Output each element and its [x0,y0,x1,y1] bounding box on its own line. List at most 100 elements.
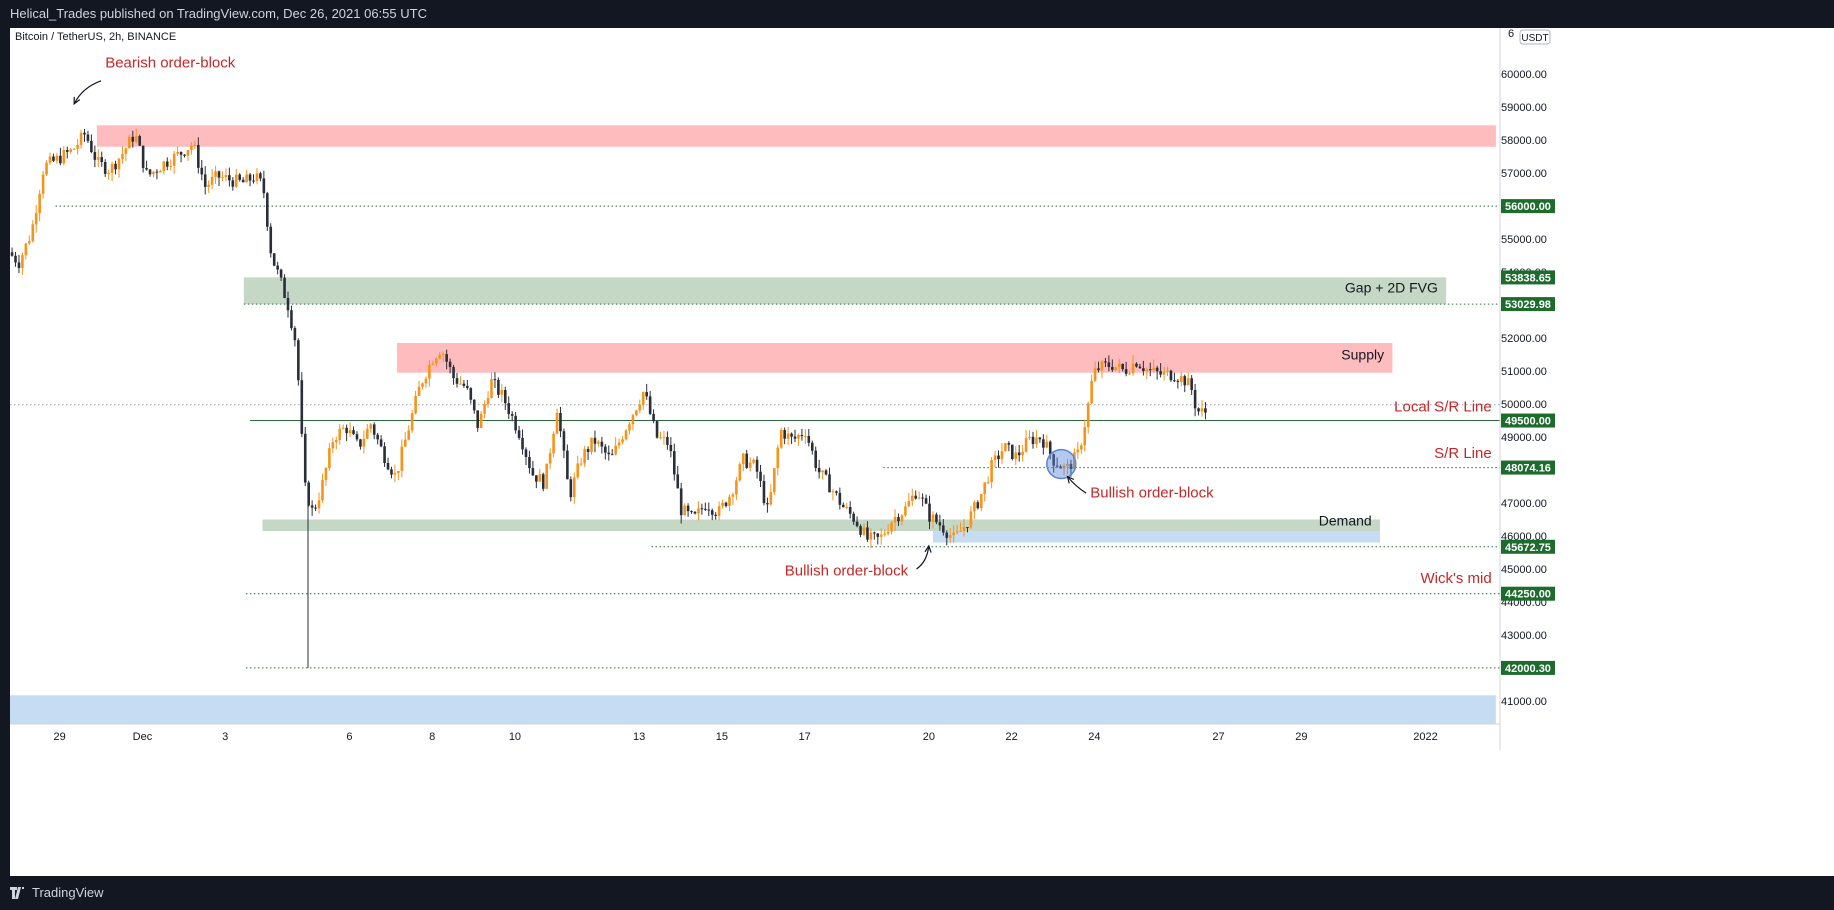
price-marker-label: 53029.98 [1505,299,1551,311]
candle [255,168,259,185]
candle [141,145,145,173]
candle [65,146,69,159]
candle [1138,363,1142,369]
candle-body [1042,439,1045,448]
candle [773,467,776,496]
candle [72,148,76,150]
candle-body [669,444,673,452]
candle-body [69,149,73,152]
candle [659,431,662,440]
candle-body [731,494,735,497]
candle-body [586,449,590,453]
candle [1173,372,1176,383]
candle-body [645,392,648,397]
price-marker-label: 44250.00 [1505,589,1551,601]
chart-svg[interactable]: Bearish order-block Gap + 2D FVG Supply Loc… [10,28,1834,876]
candle-body [752,459,755,463]
candle-body [403,439,407,447]
candle [448,358,452,374]
candle [96,149,100,168]
candle [914,490,918,500]
candle [838,487,842,510]
candle [693,510,697,515]
candle-body [1162,371,1166,375]
tradingview-brand-text[interactable]: TradingView [32,885,104,900]
candle [762,474,766,506]
candle-body [679,488,683,516]
candle [241,177,245,183]
candle-body [379,439,383,447]
candle-body [841,504,845,508]
candle-body [648,396,652,414]
candle-body [555,412,559,434]
candle [1131,355,1135,376]
candle [303,426,307,487]
candle [814,446,818,472]
currency-badge[interactable]: USDT [1519,29,1551,45]
candle-body [207,184,210,187]
price-tick-label: 59000.00 [1501,102,1547,114]
candle-body [893,517,897,523]
candle [200,159,204,181]
price-marker-label: 42000.30 [1505,663,1551,675]
candle-body [197,144,200,168]
candle-body [248,174,252,181]
candle-body [124,148,128,154]
candle-body [676,474,680,489]
candle-body [814,450,818,468]
time-tick-label: 3 [222,731,228,743]
candle [676,465,680,489]
candle-body [1204,408,1207,413]
candle-body [1183,376,1187,386]
candle-body [245,174,248,183]
candle [783,427,786,445]
candle-body [748,462,752,468]
price-axis[interactable]: 41000.0042000.0043000.0044000.0045000.00… [1499,28,1555,750]
price-axis-top-partial-label: 6 [1508,28,1514,40]
candle-body [390,469,393,475]
candle [348,422,352,438]
candle [1079,443,1083,454]
candle-body [341,427,345,429]
candle [100,151,104,167]
candle-body [1083,427,1087,446]
candle-body [1000,451,1004,460]
candle [752,458,755,465]
candle [979,493,983,512]
candle [548,448,552,469]
candle [590,437,593,455]
candle [724,501,728,508]
candle [600,436,604,454]
price-tick-label: 57000.00 [1501,168,1547,180]
candle [1111,359,1114,372]
candle-body [10,252,14,256]
candle [1097,361,1100,373]
candle [569,476,573,502]
candle [21,252,24,275]
candle-body [34,213,38,225]
candle-body [962,527,966,531]
candle [714,512,717,520]
candle [917,491,921,500]
candle [893,509,897,531]
candle [197,137,200,174]
candle [55,152,59,164]
candle-body [969,511,973,528]
candle-body [741,453,745,465]
candle-body [38,193,41,214]
candle-body [845,506,849,508]
candle [283,274,286,299]
candle [910,488,914,507]
candle-body [83,132,86,135]
chart-area[interactable]: Bearish order-block Gap + 2D FVG Supply Loc… [10,28,1834,876]
tradingview-logo-icon[interactable] [10,885,28,901]
candle [210,169,214,190]
currency-badge-text: USDT [1521,33,1548,44]
candle-body [617,442,621,446]
candle [552,431,555,458]
x-axis[interactable]: 29 Dec 3 6 8 10 13 15 17 20 22 24 27 29 2022 [10,723,1500,743]
candle [848,501,852,519]
candle [1017,444,1021,462]
price-marker: 48074.16 [1501,460,1555,475]
candle [1162,366,1166,381]
